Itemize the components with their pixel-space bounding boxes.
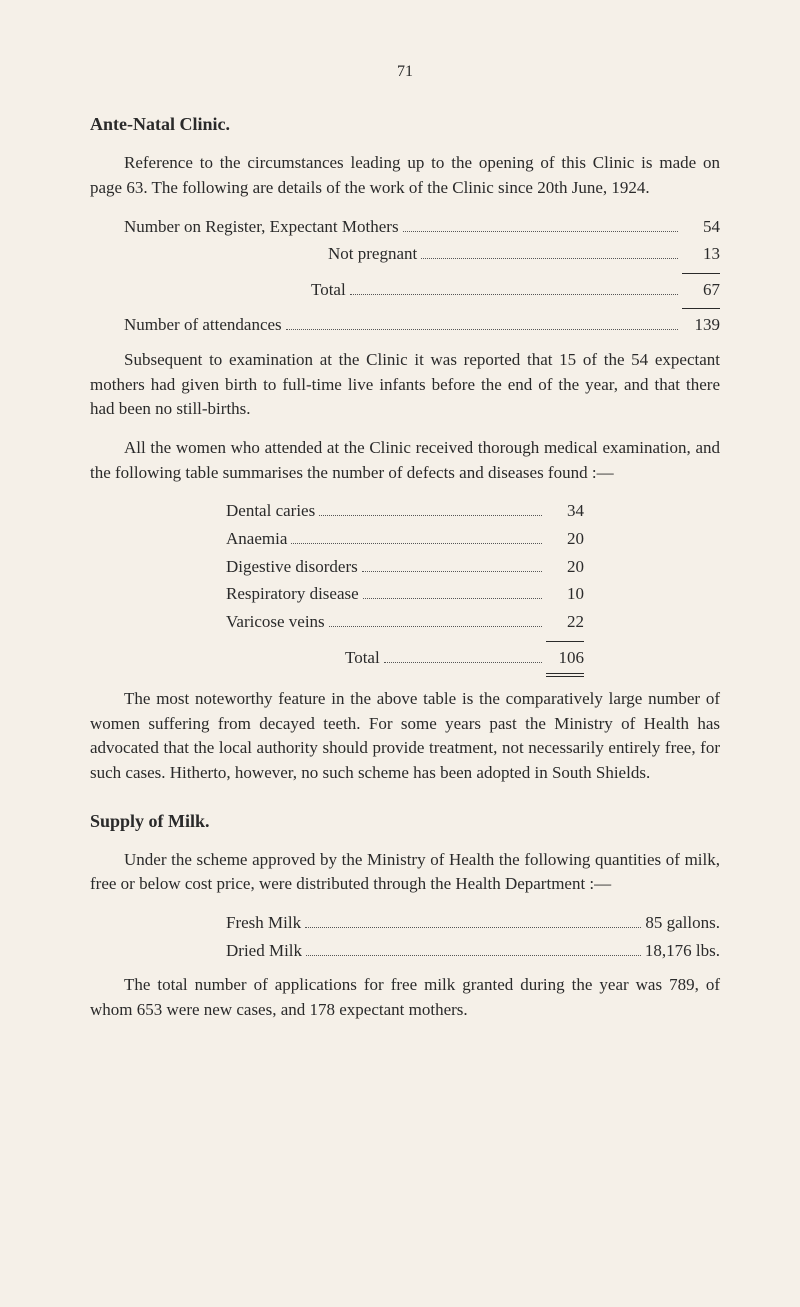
defect-label: Dental caries [226,499,315,524]
leader-dots [403,230,678,232]
expectant-value: 54 [682,215,720,240]
leader-dots [362,570,542,572]
milk-value: 18,176 lbs. [645,939,720,964]
page-number: 71 [90,60,720,83]
milk-value: 85 gallons. [645,911,720,936]
leader-dots [286,328,678,330]
total-value: 67 [682,278,720,303]
rule [682,273,720,274]
defect-label: Respiratory disease [226,582,359,607]
rule [546,641,584,642]
not-pregnant-value: 13 [682,242,720,267]
subsequent-para: Subsequent to examination at the Clinic … [90,348,720,422]
attendances-label: Number of attendances [124,313,282,338]
double-rule [546,673,584,677]
leader-dots [363,597,542,599]
stat-row: Total 67 [90,278,720,303]
defect-value: 34 [546,499,584,524]
milk-label: Fresh Milk [226,911,301,936]
leader-dots [329,625,542,627]
leader-dots [291,542,542,544]
all-women-para: All the women who attended at the Clinic… [90,436,720,485]
defect-label: Digestive disorders [226,555,358,580]
applications-para: The total number of applications for fre… [90,973,720,1022]
stat-row: Digestive disorders 20 [226,555,584,580]
milk-label: Dried Milk [226,939,302,964]
leader-dots [350,293,678,295]
defect-value: 10 [546,582,584,607]
stat-row: Not pregnant 13 [90,242,720,267]
expectant-label: Number on Register, Expectant Mothers [124,215,399,240]
leader-dots [305,926,641,928]
defects-total-value: 106 [546,646,584,671]
leader-dots [384,661,542,663]
leader-dots [306,954,641,956]
milk-intro: Under the scheme approved by the Ministr… [90,848,720,897]
stat-row: Number on Register, Expectant Mothers 54 [90,215,720,240]
defect-value: 22 [546,610,584,635]
ante-natal-intro: Reference to the circumstances leading u… [90,151,720,200]
attendances-value: 139 [682,313,720,338]
leader-dots [319,514,542,516]
total-label: Total [311,278,346,303]
defect-label: Varicose veins [226,610,325,635]
defects-total-label: Total [345,646,380,671]
defect-value: 20 [546,527,584,552]
stat-row: Fresh Milk 85 gallons. [226,911,720,936]
rule [682,308,720,309]
stat-row: Dried Milk 18,176 lbs. [226,939,720,964]
stat-row: Number of attendances 139 [90,313,720,338]
ante-natal-header: Ante-Natal Clinic. [90,111,720,137]
noteworthy-para: The most noteworthy feature in the above… [90,687,720,786]
stat-row: Total 106 [226,646,584,671]
defect-value: 20 [546,555,584,580]
not-pregnant-label: Not pregnant [328,242,417,267]
stat-row: Varicose veins 22 [226,610,584,635]
stat-row: Respiratory disease 10 [226,582,584,607]
milk-header: Supply of Milk. [90,808,720,834]
stat-row: Dental caries 34 [226,499,584,524]
defect-label: Anaemia [226,527,287,552]
leader-dots [421,257,678,259]
stat-row: Anaemia 20 [226,527,584,552]
